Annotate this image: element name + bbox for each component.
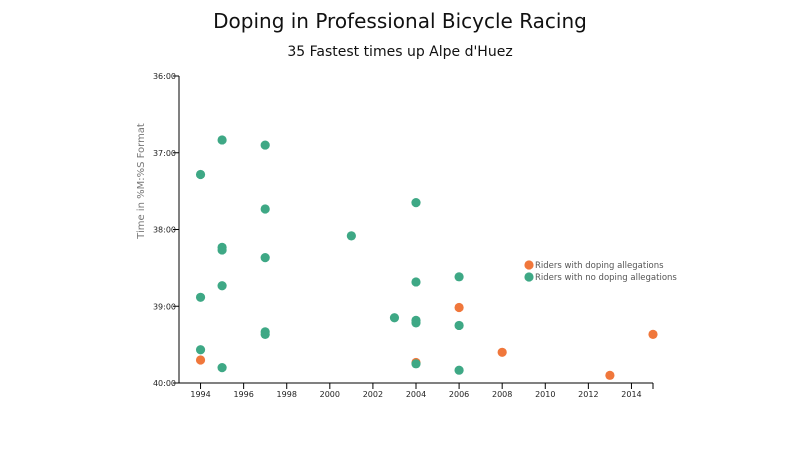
data-point-no-doping[interactable]: [260, 140, 270, 150]
x-tick-label: 2008: [492, 390, 512, 399]
data-point-no-doping[interactable]: [411, 318, 421, 328]
data-point-doping[interactable]: [497, 347, 507, 357]
x-tick-label: 2006: [449, 390, 469, 399]
legend-label-no-doping: Riders with no doping allegations: [535, 273, 677, 283]
data-point-no-doping[interactable]: [389, 313, 400, 323]
x-tick-label: 1994: [190, 390, 210, 399]
x-tick-label: 2004: [406, 390, 426, 399]
x-tick-label: 2014: [621, 390, 641, 399]
y-tick-label: 40:00: [153, 379, 176, 388]
data-point-no-doping[interactable]: [195, 169, 206, 180]
legend-marker-doping: [524, 260, 534, 270]
x-axis: 1994 1996 1998 2000 2002 2004 2006 2008 2010 2012…: [179, 382, 654, 399]
chart-subtitle: 35 Fastest times up Alpe d'Huez: [287, 44, 513, 60]
data-point-no-doping[interactable]: [454, 320, 464, 331]
x-tick-label: 1996: [233, 390, 253, 399]
data-point-no-doping[interactable]: [217, 245, 227, 255]
y-tick-label: 39:00: [153, 302, 176, 311]
legend-marker-no-doping: [524, 272, 534, 282]
data-point-no-doping[interactable]: [411, 359, 421, 369]
legend: Riders with doping allegations Riders wit…: [524, 260, 677, 283]
legend-label-doping: Riders with doping allegations: [535, 261, 664, 271]
data-point-no-doping[interactable]: [217, 135, 227, 145]
x-tick-label: 1998: [277, 390, 297, 399]
data-point-no-doping[interactable]: [411, 277, 421, 287]
x-tick-label: 2002: [363, 390, 383, 399]
data-point-doping[interactable]: [648, 329, 658, 339]
data-point-no-doping[interactable]: [260, 204, 270, 214]
y-tick-label: 38:00: [153, 226, 176, 235]
y-axis-title: Time in %M:%S Format: [136, 123, 147, 240]
x-tick-label: 2012: [578, 390, 598, 399]
data-point-doping[interactable]: [454, 302, 464, 313]
data-point-no-doping[interactable]: [217, 363, 227, 373]
data-point-no-doping[interactable]: [217, 281, 227, 291]
data-point-no-doping[interactable]: [454, 365, 464, 375]
data-point-doping[interactable]: [195, 355, 206, 365]
data-point-no-doping[interactable]: [346, 231, 356, 241]
data-point-no-doping[interactable]: [411, 198, 421, 208]
x-tick-label: 2000: [320, 390, 340, 399]
data-point-no-doping[interactable]: [195, 292, 206, 302]
x-tick-label: 2010: [535, 390, 555, 399]
data-point-doping[interactable]: [605, 370, 615, 380]
data-point-no-doping[interactable]: [260, 329, 270, 339]
data-points: [195, 135, 658, 380]
data-point-no-doping[interactable]: [195, 345, 206, 355]
y-tick-label: 36:00: [153, 72, 176, 81]
data-point-no-doping[interactable]: [454, 272, 464, 282]
y-tick-label: 37:00: [153, 149, 176, 158]
chart-title: Doping in Professional Bicycle Racing: [213, 9, 587, 33]
y-axis: 36:00 37:00 38:00 39:00 40:00: [153, 72, 180, 388]
data-point-no-doping[interactable]: [260, 253, 270, 263]
